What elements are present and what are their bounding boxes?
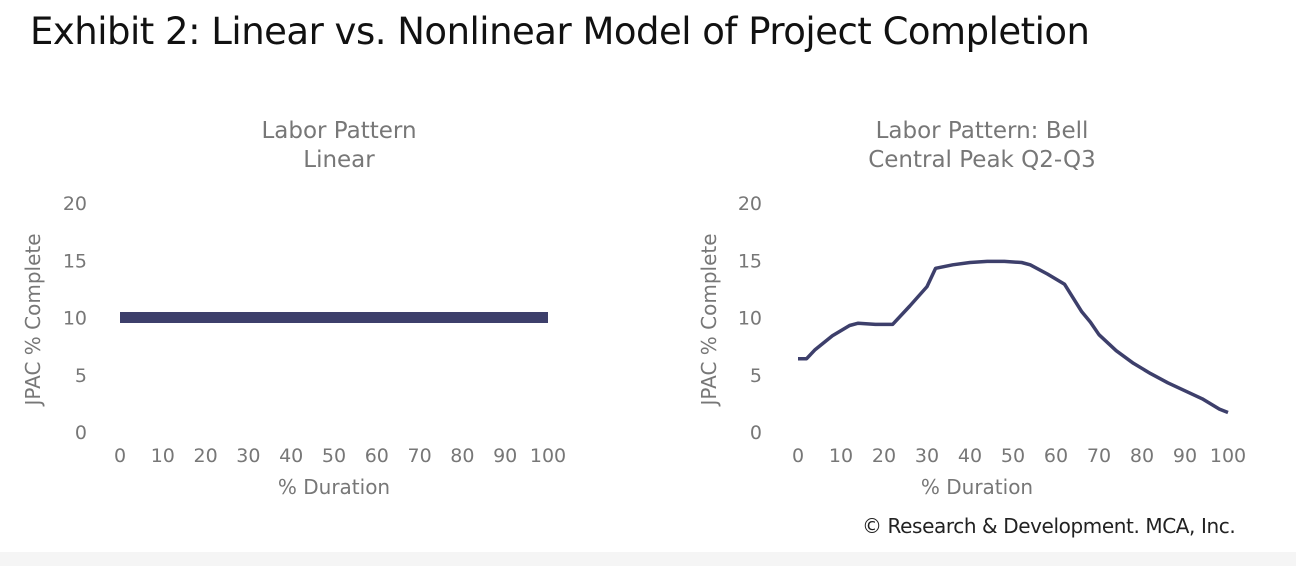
x-tick-label: 30: [915, 445, 939, 467]
y-tick-label: 10: [63, 308, 87, 330]
chart-title-line: Labor Pattern: Bell: [876, 118, 1089, 144]
y-tick-label: 0: [750, 422, 762, 444]
x-tick-label: 20: [872, 445, 896, 467]
x-tick-label: 70: [408, 445, 432, 467]
x-axis-label: % Duration: [278, 475, 390, 499]
chart-bell: Labor Pattern: Bell Central Peak Q2-Q3 0 5 1…: [697, 118, 1246, 499]
x-tick-label: 50: [322, 445, 346, 467]
y-tick-label: 15: [738, 250, 762, 272]
x-axis-label: % Duration: [921, 475, 1033, 499]
y-tick-label: 0: [75, 422, 87, 444]
y-tick-label: 5: [75, 365, 87, 387]
x-tick-label: 40: [958, 445, 982, 467]
y-tick-label: 20: [738, 193, 762, 215]
y-axis-label: JPAC % Complete: [21, 233, 45, 407]
x-tick-label: 20: [194, 445, 218, 467]
x-tick-label: 90: [1173, 445, 1197, 467]
x-tick-label: 90: [493, 445, 517, 467]
chart-linear: Labor Pattern Linear 0 5 10 15 20 0 10 20 30 40 50 60…: [21, 118, 566, 499]
x-tick-label: 30: [236, 445, 260, 467]
x-tick-label: 100: [530, 445, 566, 467]
x-tick-label: 60: [365, 445, 389, 467]
series-line: [798, 259, 1229, 415]
chart-title-line: Central Peak Q2-Q3: [868, 147, 1096, 173]
chart-title-line: Linear: [303, 147, 375, 173]
x-tick-label: 40: [279, 445, 303, 467]
x-tick-label: 60: [1044, 445, 1068, 467]
x-tick-label: 80: [450, 445, 474, 467]
x-tick-label: 10: [829, 445, 853, 467]
x-tick-label: 0: [792, 445, 804, 467]
x-tick-label: 70: [1087, 445, 1111, 467]
y-tick-label: 20: [63, 193, 87, 215]
x-tick-label: 10: [151, 445, 175, 467]
y-tick-label: 15: [63, 250, 87, 272]
x-tick-label: 80: [1130, 445, 1154, 467]
bottom-band: [0, 552, 1296, 566]
x-tick-label: 0: [114, 445, 126, 467]
copyright-footer: © Research & Development. MCA, Inc.: [862, 514, 1236, 538]
chart-title-line: Labor Pattern: [261, 118, 416, 144]
y-tick-label: 5: [750, 365, 762, 387]
exhibit-title: Exhibit 2: Linear vs. Nonlinear Model of…: [30, 10, 1090, 53]
y-axis-label: JPAC % Complete: [697, 233, 721, 407]
y-tick-label: 10: [738, 308, 762, 330]
x-tick-label: 100: [1210, 445, 1246, 467]
x-tick-label: 50: [1001, 445, 1025, 467]
